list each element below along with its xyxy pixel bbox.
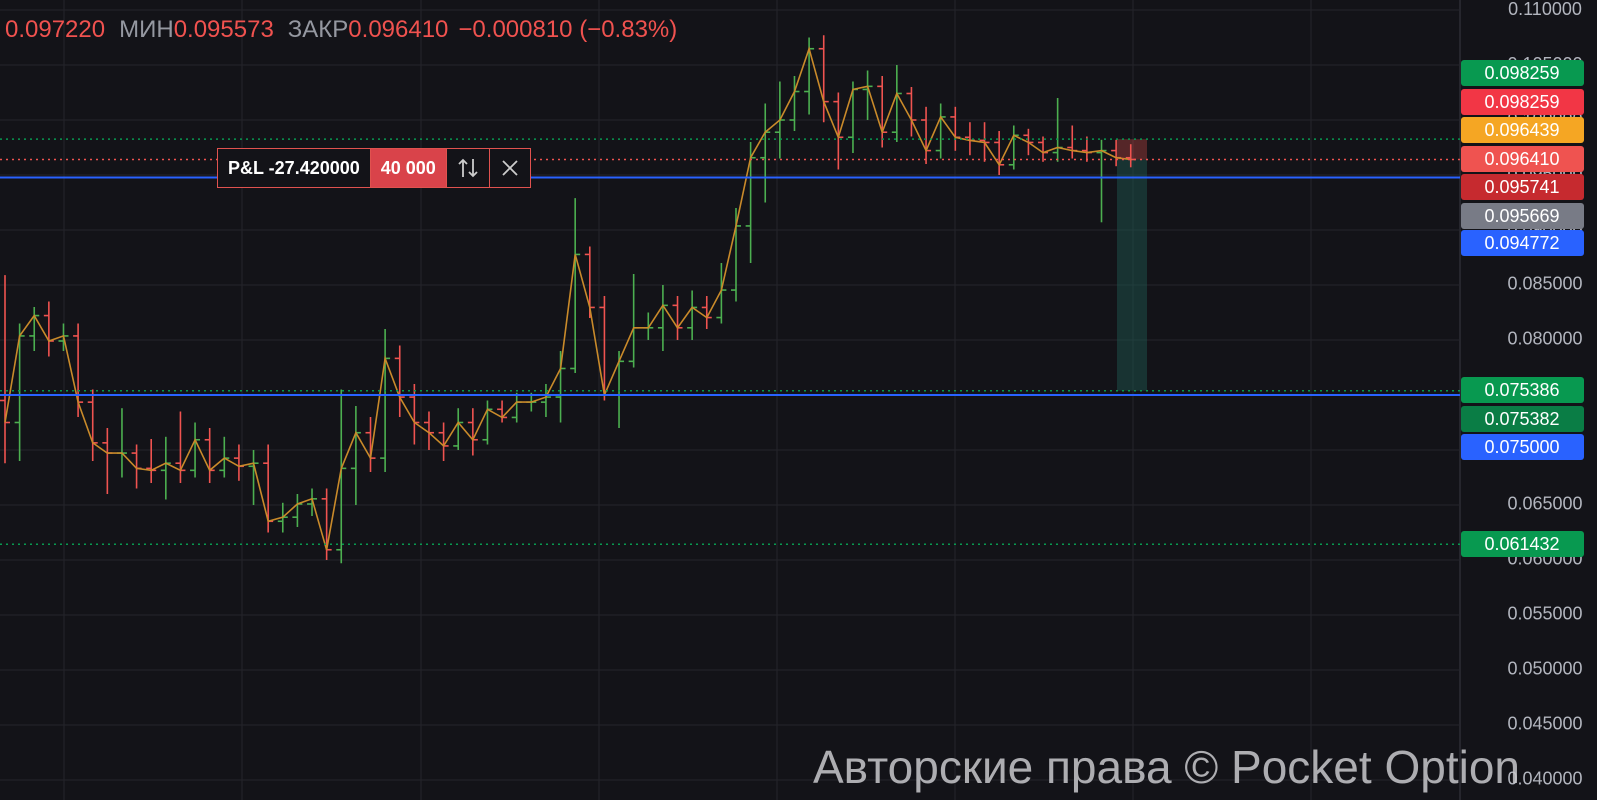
y-tick-label: 0.040000 — [1507, 769, 1582, 789]
price-badge-label: 0.075000 — [1484, 437, 1559, 457]
close-line — [4, 45, 1131, 551]
quantity[interactable]: 40 000 — [369, 149, 446, 187]
y-tick-label: 0.110000 — [1508, 0, 1582, 19]
price-badge-label: 0.061432 — [1484, 534, 1559, 554]
close-button[interactable] — [488, 149, 530, 187]
low-value: 0.095573 — [173, 16, 274, 43]
close-value: 0.096410 — [348, 16, 449, 43]
price-badge — [1461, 174, 1584, 200]
loss-zone — [1117, 139, 1147, 160]
price-badge-label: 0.075382 — [1484, 409, 1559, 429]
y-tick-label: 0.080000 — [1507, 329, 1582, 349]
price-badge — [1461, 377, 1584, 403]
price-badge-label: 0.094772 — [1484, 233, 1559, 253]
y-tick-label: 0.085000 — [1507, 274, 1582, 294]
price-badge — [1461, 146, 1584, 172]
reverse-button[interactable] — [445, 149, 489, 187]
y-tick-label: 0.050000 — [1507, 659, 1582, 679]
price-badge — [1461, 60, 1584, 86]
price-badge-label: 0.095741 — [1484, 177, 1559, 197]
price-badge-label: 0.096439 — [1484, 120, 1559, 140]
price-badge — [1461, 203, 1584, 229]
price-badge — [1461, 230, 1584, 256]
watermark: Авторские права © Pocket Option — [813, 741, 1520, 793]
price-badge — [1461, 89, 1584, 115]
price-badge-label: 0.095669 — [1484, 206, 1559, 226]
y-tick-label: 0.055000 — [1507, 604, 1582, 624]
profit-zone — [1117, 159, 1147, 391]
price-badge-label: 0.075386 — [1484, 380, 1559, 400]
reverse-icon — [458, 158, 478, 178]
price-badge — [1461, 406, 1584, 432]
pnl-text: P&L -27.420000 — [228, 157, 360, 178]
close-label: ЗАКР — [287, 16, 349, 43]
y-tick-label: 0.065000 — [1507, 494, 1582, 514]
close-icon — [502, 160, 518, 176]
change-value: −0.000810 (−0.83%) — [458, 16, 678, 43]
price-badge-label: 0.096410 — [1484, 149, 1559, 169]
price-badge-label: 0.098259 — [1484, 63, 1559, 83]
price-badge-label: 0.098259 — [1484, 92, 1559, 112]
low-label: МИН — [119, 16, 174, 43]
y-tick-label: 0.045000 — [1507, 714, 1582, 734]
price-badge — [1461, 117, 1584, 143]
position-box: P&L -27.420000 40 000 — [217, 148, 531, 188]
ohlc-header: 0.097220 МИН0.095573 ЗАКР0.096410 −0.000… — [5, 16, 677, 44]
price-badge — [1461, 434, 1584, 460]
price-badge — [1461, 531, 1584, 557]
high-value: 0.097220 — [5, 16, 106, 43]
